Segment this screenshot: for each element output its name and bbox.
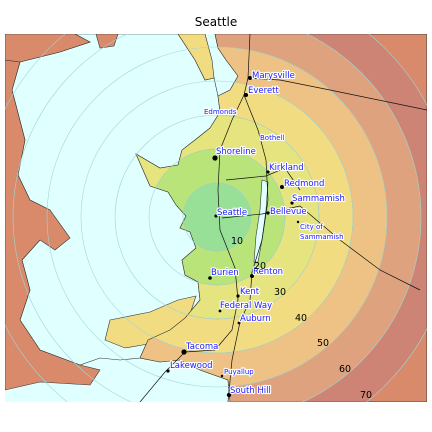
marker-renton (250, 274, 254, 278)
road-i5 (139, 34, 251, 402)
distance-label-20: 20 (254, 261, 266, 272)
map-title: Seattle (194, 15, 238, 29)
label-bothell: Bothell (260, 134, 285, 142)
mainland-outline (135, 34, 427, 402)
road-i90 (221, 205, 421, 291)
label-redmond: Redmond (284, 179, 324, 189)
distance-label-70: 70 (360, 390, 372, 401)
ring-line-10 (182, 182, 252, 252)
label-shoreline: Shoreline (216, 147, 256, 157)
land-island-small (95, 34, 119, 49)
marker-burien (208, 276, 212, 280)
label-kirkland: Kirkland (269, 163, 304, 173)
road-sr167 (227, 271, 253, 402)
distance-label-10: 10 (231, 236, 243, 247)
marker-kirkland (266, 170, 270, 174)
ring-line-30 (114, 114, 320, 320)
label-seattle: Seattle (217, 208, 247, 218)
label-kent: Kent (240, 287, 260, 297)
distance-label-60: 60 (339, 364, 351, 375)
label-marysville: Marysville (252, 71, 295, 81)
city-markers (166, 76, 300, 398)
marker-lakewood (166, 369, 170, 373)
marker-seattle (214, 214, 218, 218)
label-sammamish: Sammamish (292, 194, 345, 204)
marker-marysville (248, 76, 252, 80)
ring-line-60 (12, 34, 422, 402)
marker-shoreline (212, 155, 218, 161)
ring-line-50 (46, 46, 388, 388)
marker-south-hill (226, 392, 232, 398)
label-auburn: Auburn (240, 314, 271, 324)
road-i405 (243, 94, 269, 273)
marker-everett (244, 93, 248, 97)
label-federal-way: Federal Way (220, 301, 272, 311)
land-west (5, 59, 101, 391)
marker-tacoma (181, 349, 187, 355)
ring-line-40 (80, 80, 354, 354)
ring-line-20 (148, 148, 286, 286)
label-puyallup: Puyallup (224, 368, 254, 376)
label-city-of-sammamish: Sammamish (300, 233, 344, 241)
label-edmonds: Edmonds (204, 108, 237, 116)
label-south-hill: South Hill (230, 386, 271, 396)
city-labels: Marysville Everett Edmonds Bothell Shore… (169, 70, 346, 397)
marker-sammamish (290, 201, 294, 205)
marker-city-of-sammamish (296, 220, 300, 224)
label-burien: Burien (211, 268, 239, 278)
label-city-of: City of (300, 223, 323, 231)
marker-bellevue (266, 211, 270, 215)
land-camano (177, 34, 215, 81)
distance-labels: 10 20 30 40 50 60 70 (231, 236, 372, 401)
label-lakewood: Lakewood (170, 361, 213, 371)
road-sr520 (225, 167, 301, 191)
road-us2 (247, 77, 427, 111)
label-everett: Everett (248, 86, 280, 96)
distance-label-40: 40 (295, 313, 307, 324)
marker-puyallup (220, 374, 224, 378)
distance-label-30: 30 (274, 287, 286, 298)
marker-federal-way (218, 309, 222, 313)
marker-auburn (237, 321, 241, 325)
roads (139, 34, 427, 402)
label-tacoma: Tacoma (185, 342, 218, 352)
land-north-tip (5, 34, 91, 63)
distance-label-50: 50 (317, 338, 329, 349)
label-renton: Renton (253, 267, 283, 277)
marker-kent (236, 294, 240, 298)
label-bellevue: Bellevue (270, 207, 307, 217)
marker-redmond (280, 185, 284, 189)
